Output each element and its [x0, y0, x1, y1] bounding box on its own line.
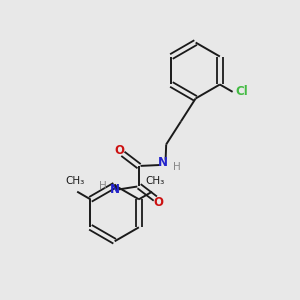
Text: H: H — [172, 162, 180, 172]
Text: CH₃: CH₃ — [145, 176, 164, 186]
Text: Cl: Cl — [235, 85, 248, 98]
Text: N: N — [110, 183, 120, 196]
Text: H: H — [99, 181, 106, 191]
Text: O: O — [154, 196, 164, 208]
Text: CH₃: CH₃ — [65, 176, 85, 186]
Text: N: N — [158, 156, 168, 169]
Text: O: O — [114, 144, 124, 157]
